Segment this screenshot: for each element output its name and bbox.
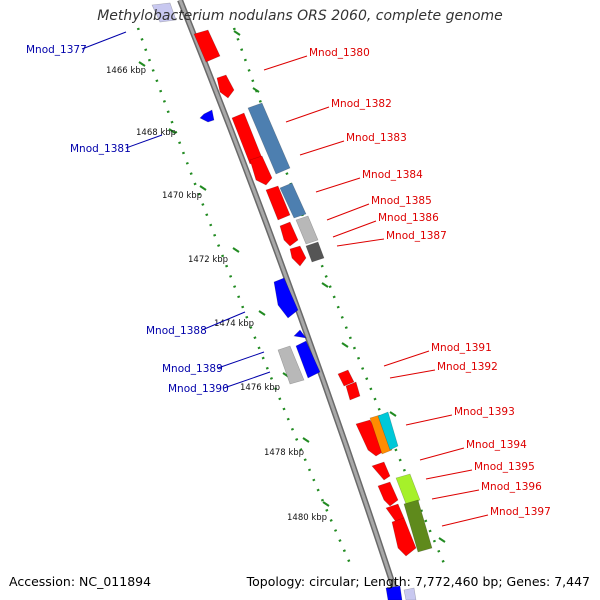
reverse-label-leader bbox=[223, 371, 271, 389]
reverse-label-leader bbox=[125, 134, 163, 149]
reverse-gene-label: Mnod_1381 bbox=[70, 143, 131, 155]
outer-major-tick bbox=[233, 30, 241, 36]
gene-mnod-1394 bbox=[371, 461, 391, 481]
inner-major-tick bbox=[168, 128, 176, 134]
forward-label-leader bbox=[419, 447, 465, 461]
gene-mnod-1380b bbox=[216, 74, 235, 99]
reverse-gene-label: Mnod_1388 bbox=[146, 325, 207, 337]
gene-mnod-1391a bbox=[337, 369, 355, 387]
forward-label-leader bbox=[389, 369, 436, 379]
gene-mnod-1380a bbox=[193, 29, 221, 63]
forward-gene-label: Mnod_1385 bbox=[371, 195, 432, 207]
reverse-label-leader bbox=[81, 31, 127, 50]
gene-olive bbox=[403, 499, 433, 553]
kbp-tick-label: 1470 kbp bbox=[162, 191, 202, 201]
forward-label-leader bbox=[326, 203, 370, 221]
forward-gene-label: Mnod_1393 bbox=[454, 406, 515, 418]
outer-major-tick bbox=[438, 537, 446, 543]
gene-mnod-1390 bbox=[295, 340, 321, 379]
forward-label-leader bbox=[263, 55, 308, 71]
forward-label-leader bbox=[425, 469, 473, 480]
inner-major-tick bbox=[258, 310, 266, 316]
forward-label-leader bbox=[285, 106, 330, 123]
forward-gene-label: Mnod_1380 bbox=[309, 47, 370, 59]
gene-mnod-1381 bbox=[199, 109, 215, 123]
inner-major-tick bbox=[232, 247, 240, 253]
accession-text: Accession: NC_011894 bbox=[9, 574, 152, 589]
gene-steel-1 bbox=[247, 102, 291, 175]
gene-gray-2 bbox=[277, 345, 305, 385]
reverse-gene-label: Mnod_1377 bbox=[26, 44, 87, 56]
forward-label-leader bbox=[441, 514, 489, 527]
gene-orange bbox=[369, 414, 393, 455]
kbp-tick-label: 1466 kbp bbox=[106, 66, 146, 76]
outer-major-tick bbox=[341, 342, 349, 348]
kbp-tick-label: 1476 kbp bbox=[240, 383, 280, 393]
forward-gene-label: Mnod_1391 bbox=[431, 342, 492, 354]
reverse-gene-label: Mnod_1390 bbox=[168, 383, 229, 395]
forward-label-leader bbox=[299, 140, 345, 156]
inner-major-tick bbox=[302, 437, 310, 443]
genome-summary-text: Topology: circular; Length: 7,772,460 bp… bbox=[246, 574, 590, 589]
kbp-tick-label: 1480 kbp bbox=[287, 513, 327, 523]
inner-major-tick bbox=[199, 185, 207, 191]
gene-mnod-1393 bbox=[355, 419, 387, 457]
gene-dark-1 bbox=[305, 241, 325, 263]
gene-bottom-blue bbox=[385, 585, 403, 600]
gene-steel-2 bbox=[279, 182, 307, 219]
forward-label-leader bbox=[405, 414, 453, 426]
gene-mnod-1391b bbox=[345, 381, 361, 401]
gene-mnod-1383 bbox=[249, 155, 273, 186]
outer-major-tick bbox=[321, 282, 329, 288]
gene-mnod-1388 bbox=[273, 277, 299, 319]
gene-mnod-1377 bbox=[151, 2, 177, 23]
inner-scale-line bbox=[136, 27, 354, 569]
inner-major-tick bbox=[322, 501, 330, 507]
gene-mnod-1386 bbox=[289, 245, 307, 267]
gene-bottom-faded bbox=[403, 587, 417, 600]
gene-gray-1 bbox=[295, 215, 319, 245]
forward-gene-label: Mnod_1383 bbox=[346, 132, 407, 144]
reverse-label-leader bbox=[217, 351, 265, 369]
forward-gene-label: Mnod_1387 bbox=[386, 230, 447, 242]
backbone-line bbox=[178, 0, 400, 600]
reverse-gene-label: Mnod_1389 bbox=[162, 363, 223, 375]
inner-major-tick bbox=[138, 61, 146, 67]
forward-gene-label: Mnod_1382 bbox=[331, 98, 392, 110]
forward-label-leader bbox=[336, 238, 385, 247]
map-title: Methylobacterium nodulans ORS 2060, comp… bbox=[97, 8, 503, 24]
forward-gene-label: Mnod_1392 bbox=[437, 361, 498, 373]
kbp-tick-label: 1474 kbp bbox=[214, 319, 254, 329]
gene-cyan bbox=[377, 411, 399, 451]
gene-mnod-1385 bbox=[279, 221, 299, 247]
gene-mnod-1397a bbox=[391, 517, 417, 557]
forward-gene-label: Mnod_1394 bbox=[466, 439, 527, 451]
outer-major-tick bbox=[252, 87, 260, 93]
forward-label-leader bbox=[315, 177, 361, 193]
forward-gene-label: Mnod_1396 bbox=[481, 481, 542, 493]
forward-label-leader bbox=[383, 350, 430, 367]
kbp-tick-label: 1478 kbp bbox=[264, 448, 304, 458]
gene-mnod-1389a bbox=[293, 329, 307, 339]
forward-gene-label: Mnod_1397 bbox=[490, 506, 551, 518]
gene-lime bbox=[395, 473, 421, 505]
forward-label-leader bbox=[431, 489, 480, 500]
forward-label-leader bbox=[332, 220, 377, 238]
forward-gene-label: Mnod_1386 bbox=[378, 212, 439, 224]
forward-gene-label: Mnod_1384 bbox=[362, 169, 423, 181]
reverse-label-leader bbox=[201, 311, 246, 331]
outer-major-tick bbox=[389, 411, 397, 417]
forward-gene-label: Mnod_1395 bbox=[474, 461, 535, 473]
gene-mnod-1384 bbox=[265, 185, 291, 221]
gene-mnod-1395 bbox=[377, 481, 399, 507]
kbp-tick-label: 1468 kbp bbox=[136, 128, 176, 138]
kbp-tick-label: 1472 kbp bbox=[188, 255, 228, 265]
